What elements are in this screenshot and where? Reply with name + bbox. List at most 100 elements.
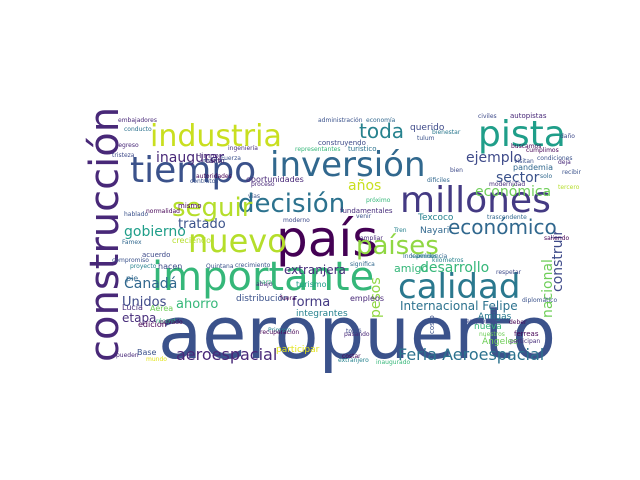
word-15: toda (359, 119, 404, 143)
word-33: Canadá (124, 276, 177, 292)
word-21: construir (550, 230, 566, 292)
word-74: economía (366, 117, 396, 124)
word-71: Fuerza (221, 155, 241, 162)
word-38: nueva (474, 322, 502, 332)
word-57: autopistas (510, 112, 547, 120)
word-70: militar (203, 157, 226, 165)
word-62: modernidad (489, 181, 525, 188)
word-55: turismo (296, 280, 327, 289)
word-117: fuera (280, 295, 296, 302)
word-10: seguir (172, 193, 253, 223)
word-39: distribución (236, 293, 289, 304)
word-114: bienestar (432, 129, 461, 136)
word-42: Texcoco (417, 213, 454, 223)
word-8: millones (400, 180, 551, 221)
word-51: edición (138, 319, 167, 329)
word-107: conducto (124, 126, 152, 133)
word-111: autoridades (196, 173, 232, 180)
word-32: etapa (122, 311, 156, 325)
word-125: visitan (514, 158, 534, 165)
word-122: venir (356, 213, 372, 220)
word-6: industria (150, 119, 282, 154)
word-0: aeropuerto (158, 291, 556, 375)
word-41: Nayarit (420, 226, 453, 236)
word-90: costo (428, 315, 436, 334)
word-36: años (348, 178, 381, 194)
word-112: ingeniería (228, 145, 258, 152)
word-87: Primero (268, 327, 292, 334)
word-34: tratado (178, 217, 226, 232)
word-126: próximo (366, 197, 391, 204)
word-4: tiempo (130, 150, 256, 191)
word-99: marzo (256, 279, 275, 286)
word-110: inaugurado (376, 359, 411, 366)
word-128: solo (540, 173, 552, 180)
word-94: hacen (158, 262, 182, 271)
word-109: extranjero (338, 357, 369, 364)
word-124: mundo (146, 356, 167, 363)
word-9: decisión (238, 189, 345, 219)
word-108: recuperación (260, 329, 299, 336)
word-84: respetar (496, 269, 522, 276)
word-129: costar (342, 353, 361, 360)
word-11: nuevo (188, 222, 287, 260)
word-26: Feria Aeroespacial (398, 345, 544, 364)
word-22: nacional (540, 259, 556, 318)
word-101: Famex (122, 239, 142, 246)
word-78: mismo (178, 202, 202, 210)
word-46: integrantes (296, 309, 348, 319)
word-17: sector (496, 170, 540, 186)
word-133: deja (558, 159, 571, 166)
word-52: pie (126, 274, 138, 283)
word-130: recibir (562, 169, 581, 176)
word-132: daño (560, 133, 575, 140)
word-85: diplomático (522, 297, 557, 304)
word-88: pasando (344, 331, 370, 338)
word-68: fundamentales (340, 207, 393, 215)
word-13: calidad (398, 267, 520, 307)
word-120: moderno (283, 217, 310, 224)
word-14: económico (448, 215, 557, 239)
word-64: saliendo (544, 235, 569, 242)
word-56: ferreas (514, 330, 539, 338)
word-45: participar (276, 345, 320, 355)
word-60: buscamos (511, 143, 541, 150)
word-12: países (356, 231, 439, 261)
word-28: Unidos (122, 295, 167, 310)
word-80: dificiles (427, 177, 450, 184)
word-119: vías (248, 193, 260, 200)
word-37: querido (410, 123, 445, 133)
word-105: tristeza (112, 152, 135, 159)
word-79: proceso (251, 181, 275, 188)
word-18: económica (475, 184, 551, 200)
word-93: nuestros (479, 331, 505, 338)
word-118: abajo (256, 281, 273, 288)
word-2: importante (152, 254, 374, 300)
word-72: embajadores (118, 117, 157, 124)
word-69: Himno (196, 152, 219, 160)
word-47: tanto (206, 157, 225, 165)
word-97: significa (350, 261, 375, 268)
word-54: empleos (350, 294, 384, 303)
word-48: creciendo (172, 236, 211, 245)
word-63: Independencia (403, 253, 448, 260)
word-77: representantes (295, 146, 340, 153)
word-115: empresas (466, 318, 495, 325)
word-83: kilómetros (432, 257, 464, 264)
word-43: Amigas (478, 312, 512, 322)
word-106: regreso (116, 142, 139, 149)
word-66: Tren (393, 227, 407, 234)
word-104: normalidad (146, 208, 180, 215)
word-81: condiciones (537, 155, 573, 162)
word-127: bien (450, 167, 463, 174)
word-61: pandemia (513, 163, 553, 172)
word-3: construcción (82, 107, 128, 362)
word-1: país (276, 210, 378, 268)
word-44: Ángeles (482, 335, 518, 347)
word-86: récord (156, 318, 175, 325)
word-73: administración (318, 117, 363, 124)
word-49: Lucía (122, 303, 143, 312)
